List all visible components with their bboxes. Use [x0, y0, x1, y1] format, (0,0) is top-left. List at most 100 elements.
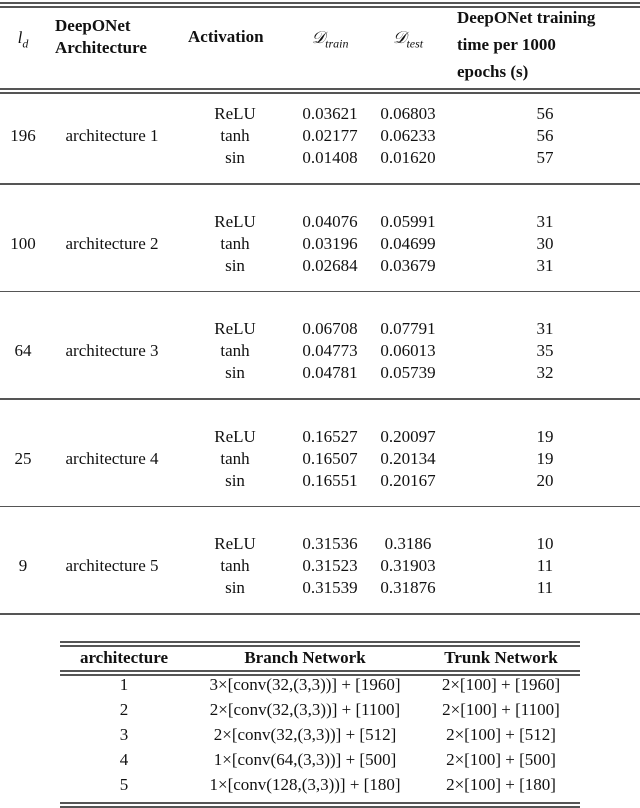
dtest-cell: 0.06233	[380, 126, 436, 145]
dtrain-cell: 0.31523	[302, 556, 358, 575]
activation-cell: sin	[225, 148, 245, 167]
trunk-network-cell: 2×[100] + [500]	[446, 750, 556, 769]
dtrain-cell: 0.02177	[302, 126, 358, 145]
architecture-cell: architecture 3	[65, 341, 159, 360]
arch-id-cell: 3	[119, 725, 129, 744]
arch-header-rule-2	[60, 674, 580, 676]
header-time-1: DeepONet training	[457, 8, 596, 27]
dtest-cell: 0.01620	[380, 148, 436, 167]
activation-cell: tanh	[220, 556, 250, 575]
dtest-cell: 0.20097	[380, 426, 436, 446]
header-rule	[0, 88, 640, 90]
time-cell: 31	[536, 211, 554, 231]
dtrain-cell: 0.04781	[302, 363, 358, 382]
dtest-cell: 0.03679	[380, 255, 436, 275]
branch-network-cell: 1×[conv(128,(3,3))] + [180]	[209, 775, 401, 794]
activation-cell: sin	[225, 470, 245, 490]
time-cell: 11	[536, 578, 554, 597]
header-architecture-1: DeepONet	[55, 16, 131, 35]
header-time-2: time per 1000	[457, 35, 556, 54]
activation-cell: tanh	[220, 126, 250, 145]
dtest-cell: 0.06013	[380, 341, 436, 360]
ld-cell: 64	[14, 341, 32, 360]
ld-symbol: l	[17, 28, 23, 47]
dtrain-cell: 0.03196	[302, 233, 358, 253]
arch-id-cell: 5	[119, 775, 129, 794]
dtrain-cell: 0.16507	[302, 448, 358, 468]
arch-header-branch: Branch Network	[244, 648, 366, 667]
header-dtest: 𝒟test	[393, 28, 423, 53]
architecture-cell: architecture 4	[65, 448, 159, 468]
trunk-network-cell: 2×[100] + [1960]	[441, 675, 561, 694]
trunk-network-cell: 2×[100] + [512]	[446, 725, 556, 744]
activation-cell: sin	[225, 363, 245, 382]
group-separator	[0, 290, 640, 292]
arch-bottom-rule	[60, 802, 580, 804]
dtrain-cell: 0.06708	[302, 319, 358, 338]
header-time-3: epochs (s)	[457, 62, 529, 81]
arch-id-cell: 2	[119, 700, 129, 719]
arch-id-cell: 4	[119, 750, 129, 769]
activation-cell: ReLU	[214, 319, 256, 338]
time-cell: 10	[536, 534, 554, 553]
top-rule-2	[0, 6, 640, 8]
dtrain-cell: 0.02684	[302, 255, 358, 275]
dtest-cell: 0.3186	[384, 534, 432, 553]
dtest-cell: 0.05991	[380, 211, 436, 231]
header-activation: Activation	[188, 27, 264, 46]
branch-network-cell: 2×[conv(32,(3,3))] + [512]	[213, 725, 397, 744]
time-cell: 31	[536, 319, 554, 338]
dtrain-cell: 0.16527	[302, 426, 358, 446]
dtest-cell: 0.31876	[380, 578, 436, 597]
time-cell: 20	[536, 470, 554, 490]
group-separator	[0, 613, 640, 615]
arch-header-architecture: architecture	[79, 648, 169, 667]
dtest-subscript: test	[406, 36, 424, 51]
dtrain-cell: 0.04773	[302, 341, 358, 360]
dtrain-cell: 0.16551	[302, 470, 358, 490]
time-cell: 35	[536, 341, 554, 360]
trunk-network-cell: 2×[100] + [1100]	[442, 700, 560, 719]
dtest-cell: 0.05739	[380, 363, 436, 382]
activation-cell: tanh	[220, 448, 250, 468]
time-cell: 57	[536, 148, 554, 167]
dtest-cell: 0.20167	[380, 470, 436, 490]
ld-subscript: d	[22, 36, 29, 51]
branch-network-cell: 2×[conv(32,(3,3))] + [1100]	[209, 700, 401, 719]
ld-cell: 25	[14, 448, 32, 468]
header-architecture-2: Architecture	[55, 38, 147, 57]
architecture-cell: architecture 5	[65, 556, 159, 575]
dtrain-cell: 0.03621	[302, 104, 358, 123]
dtest-cell: 0.07791	[380, 319, 436, 338]
ld-cell: 196	[10, 126, 36, 145]
dtest-cell: 0.04699	[380, 233, 436, 253]
dtrain-cell: 0.31539	[302, 578, 358, 597]
arch-top-rule	[60, 641, 580, 643]
time-cell: 30	[536, 233, 554, 253]
branch-network-cell: 3×[conv(32,(3,3))] + [1960]	[209, 675, 401, 694]
dtrain-subscript: train	[325, 36, 349, 51]
arch-top-rule-2	[60, 645, 580, 647]
arch-header-trunk: Trunk Network	[444, 648, 558, 667]
trunk-network-cell: 2×[100] + [180]	[446, 775, 556, 794]
dtrain-cell: 0.04076	[302, 211, 358, 231]
activation-cell: ReLU	[214, 104, 256, 123]
dtrain-cell: 0.01408	[302, 148, 358, 167]
ld-cell: 9	[18, 556, 28, 575]
activation-cell: sin	[225, 255, 245, 275]
group-separator	[0, 398, 640, 400]
dtest-symbol: 𝒟	[392, 28, 407, 47]
time-cell: 56	[536, 126, 554, 145]
time-cell: 32	[536, 363, 554, 382]
ld-cell: 100	[10, 233, 36, 253]
dtrain-cell: 0.31536	[302, 534, 358, 553]
architecture-cell: architecture 2	[65, 233, 159, 253]
activation-cell: tanh	[220, 341, 250, 360]
header-dtrain: 𝒟train	[312, 28, 349, 53]
architecture-cell: architecture 1	[65, 126, 159, 145]
activation-cell: ReLU	[214, 534, 256, 553]
activation-cell: ReLU	[214, 211, 256, 231]
activation-cell: ReLU	[214, 426, 256, 446]
group-separator	[0, 505, 640, 507]
time-cell: 11	[536, 556, 554, 575]
